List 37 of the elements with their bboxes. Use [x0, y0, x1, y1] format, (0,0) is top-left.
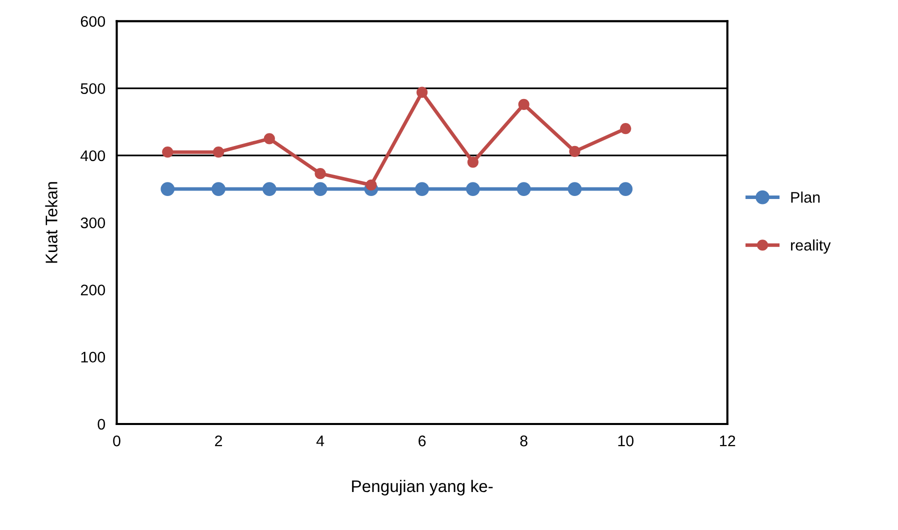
point [620, 123, 632, 134]
point [467, 156, 479, 168]
x-tick-label: 12 [720, 436, 736, 446]
point [160, 182, 175, 196]
point [569, 146, 580, 157]
y-tick-label: 100 [81, 352, 106, 363]
point [162, 146, 174, 158]
point [415, 182, 430, 196]
x-tick-label: 0 [113, 436, 120, 446]
y-tick-label: 0 [98, 418, 106, 430]
point [618, 182, 633, 196]
x-tick-label: 10 [618, 436, 634, 446]
point [212, 182, 226, 196]
x-axis-title: Pengujian yang ke- [352, 480, 493, 496]
point [416, 86, 428, 98]
point [518, 98, 530, 110]
y-tick-label: 300 [80, 217, 106, 228]
x-tick-label: 2 [215, 436, 222, 446]
legend-label: reality [791, 239, 831, 254]
x-tick-label: 8 [520, 436, 528, 446]
point [314, 168, 326, 180]
point [313, 182, 328, 196]
point [516, 182, 531, 196]
y-axis-title: Kuat Tekan [45, 182, 58, 263]
y-tick-label: 200 [80, 284, 106, 296]
y-tick-label: 600 [80, 16, 106, 27]
legend-label: Plan [791, 192, 820, 203]
point [264, 133, 275, 144]
point [212, 146, 224, 158]
x-tick-label: 4 [316, 436, 324, 446]
point [262, 182, 276, 196]
y-tick-label: 400 [80, 150, 106, 162]
point [466, 182, 480, 196]
point [366, 179, 377, 191]
y-tick-label: 500 [80, 83, 106, 94]
point [568, 182, 582, 196]
x-tick-label: 6 [418, 436, 426, 446]
